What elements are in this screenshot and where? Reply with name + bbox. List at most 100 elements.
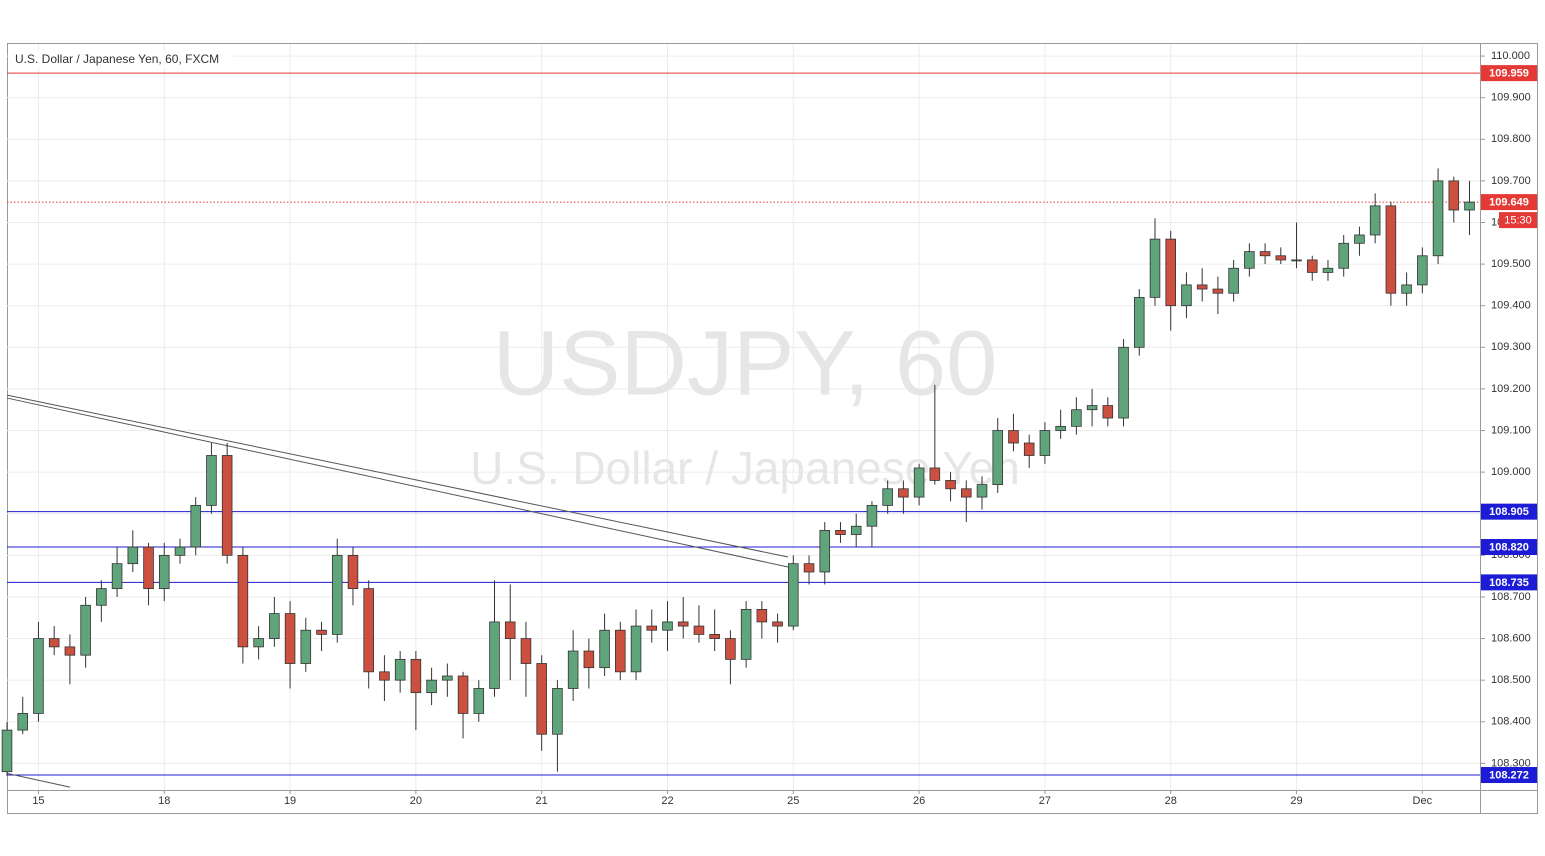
grid	[7, 44, 1480, 790]
candle-body	[819, 529, 831, 573]
candle-body	[473, 688, 485, 714]
price-label-box	[1481, 767, 1537, 784]
candle-body	[1196, 284, 1208, 290]
x-tick-label: 28	[1165, 795, 1177, 807]
candle-body	[300, 629, 312, 664]
candle-body	[567, 650, 579, 689]
candle-body	[1212, 288, 1224, 294]
chart-title: U.S. Dollar / Japanese Yen, 60, FXCM	[15, 52, 219, 66]
candle-body	[1055, 425, 1066, 431]
candle-body	[1432, 180, 1444, 257]
price-label: 108.272	[1489, 769, 1529, 781]
candle-body	[1259, 251, 1271, 257]
price-label-box	[1481, 65, 1537, 82]
price-label-box	[1481, 574, 1537, 591]
candle-body	[347, 554, 359, 590]
candle-body	[866, 505, 878, 527]
candle-body	[442, 675, 453, 681]
candle-body	[1071, 409, 1082, 427]
candle-body	[1385, 205, 1397, 294]
candle-body	[520, 638, 532, 664]
candle-body	[740, 609, 752, 660]
candle-body	[1291, 259, 1302, 262]
candle-body	[1322, 267, 1334, 273]
candle-body	[1354, 234, 1365, 244]
x-tick-label: Dec	[1413, 795, 1433, 807]
x-tick-label: 27	[1039, 795, 1051, 807]
candle-body	[992, 430, 1004, 486]
candle-body	[143, 546, 154, 590]
candle-body	[913, 467, 925, 498]
y-tick-label: 109.400	[1491, 300, 1531, 312]
candle-body	[504, 621, 516, 639]
candle-body	[316, 629, 327, 635]
price-label: 108.820	[1489, 541, 1529, 553]
title-backdrop	[8, 51, 234, 69]
candle-body	[662, 621, 673, 631]
candle-body	[1448, 180, 1460, 211]
candle-body	[1133, 296, 1145, 348]
candle-body	[457, 675, 469, 714]
candle-body	[709, 633, 720, 639]
y-tick-label: 109.500	[1491, 258, 1531, 270]
axes: 108.300 108.400 108.500 108.600 108.700 108.8…	[32, 50, 1537, 807]
candle-body	[174, 546, 186, 556]
y-tick-label: 109.000	[1491, 466, 1531, 478]
candle-body	[583, 650, 595, 669]
watermark-subtitle: U.S. Dollar / Japanese Yen	[470, 442, 1020, 494]
y-tick-label: 109.200	[1491, 383, 1531, 395]
candle-body	[190, 505, 201, 548]
candle-body	[646, 625, 658, 631]
x-tick-label: 18	[158, 795, 170, 807]
candle-body	[96, 588, 107, 606]
y-tick-label: 108.400	[1491, 716, 1531, 728]
candle-body	[111, 563, 123, 590]
candle-body	[1181, 284, 1192, 307]
candle-body	[976, 484, 988, 498]
candle-body	[1023, 442, 1035, 456]
y-tick-label: 110.000	[1491, 50, 1530, 62]
candle-body	[677, 621, 689, 627]
x-tick-label: 21	[536, 795, 548, 807]
x-tick-label: 25	[787, 795, 799, 807]
candle-body	[1118, 346, 1129, 419]
candle-body	[772, 621, 783, 627]
candle-body	[898, 488, 909, 498]
candle-body	[693, 625, 705, 635]
x-tick-label: 15	[32, 795, 44, 807]
price-label: 108.905	[1489, 506, 1529, 518]
y-tick-label: 109.300	[1491, 341, 1531, 353]
candle-body	[221, 455, 233, 556]
candle-body	[1275, 255, 1287, 261]
candle-body	[552, 688, 563, 735]
candle-body	[206, 455, 217, 506]
candle-body	[158, 554, 170, 590]
x-tick-label: 22	[661, 795, 673, 807]
candle-body	[1338, 242, 1349, 269]
price-label-box	[1481, 194, 1537, 211]
candle-body	[945, 480, 956, 490]
y-tick-label: 108.600	[1491, 632, 1531, 644]
candle-body	[850, 525, 862, 535]
watermark: USDJPY, 60	[493, 312, 998, 414]
candles	[1, 168, 1475, 776]
candle-body	[1464, 201, 1475, 211]
x-tick-label: 29	[1290, 795, 1302, 807]
trendlines	[6, 394, 789, 788]
candle-body	[379, 671, 390, 681]
x-tick-label: 19	[284, 795, 296, 807]
x-tick-label: 26	[913, 795, 925, 807]
candle-body	[615, 629, 626, 673]
trendline	[6, 772, 71, 788]
candle-body	[80, 604, 91, 656]
candle-body	[489, 621, 500, 689]
candle-body	[33, 638, 44, 714]
candle-body	[1149, 238, 1161, 298]
y-tick-label: 109.800	[1491, 133, 1531, 145]
y-tick-label: 108.300	[1491, 757, 1531, 769]
price-label: 109.959	[1489, 68, 1529, 80]
x-tick-label: 20	[410, 795, 422, 807]
candle-body	[961, 488, 972, 498]
price-label-box	[1481, 539, 1537, 556]
